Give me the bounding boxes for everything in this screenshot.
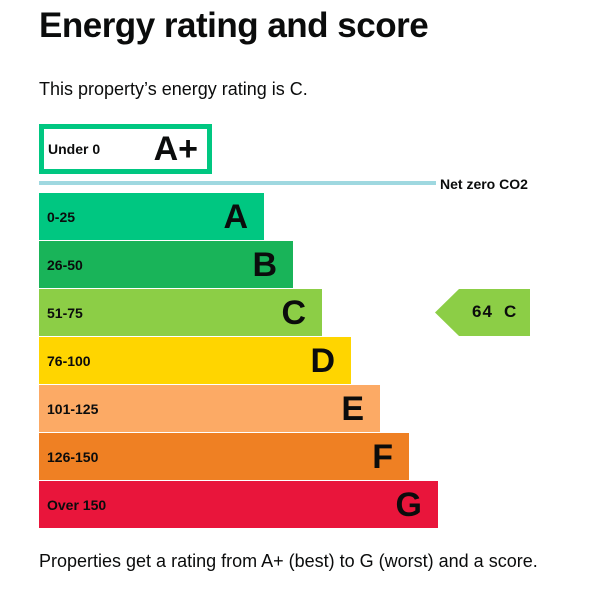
band-b: 26-50 B (39, 241, 293, 288)
rating-summary: This property’s energy rating is C. (39, 79, 308, 99)
band-aplus: Under 0 A+ (39, 124, 212, 174)
band-d: 76-100 D (39, 337, 351, 384)
band-range-b: 26-50 (47, 256, 83, 273)
band-range-e: 101-125 (47, 400, 99, 417)
band-letter-a: A (223, 197, 248, 236)
band-letter-c: C (281, 293, 306, 332)
current-rating-letter: C (504, 302, 517, 321)
band-range-a: 0-25 (47, 208, 76, 225)
page-title: Energy rating and score (39, 6, 429, 45)
current-score: 64 (472, 302, 493, 321)
band-letter-b: B (252, 245, 277, 284)
band-g: Over 150 G (39, 481, 438, 528)
net-zero-label: Net zero CO2 (440, 176, 528, 192)
band-c: 51-75 C (39, 289, 322, 336)
band-letter-g: G (395, 485, 422, 524)
band-range-d: 76-100 (47, 352, 91, 369)
band-range-aplus: Under 0 (48, 141, 101, 157)
band-letter-e: E (341, 389, 364, 428)
band-f: 126-150 F (39, 433, 409, 480)
band-range-c: 51-75 (47, 304, 83, 321)
net-zero-line (39, 181, 436, 185)
band-letter-f: F (372, 437, 393, 476)
band-range-f: 126-150 (47, 448, 99, 465)
band-letter-aplus: A+ (153, 130, 198, 168)
band-a: 0-25 A (39, 193, 264, 240)
band-range-g: Over 150 (47, 496, 107, 513)
band-letter-d: D (310, 341, 335, 380)
band-e: 101-125 E (39, 385, 380, 432)
rating-explanation: Properties get a rating from A+ (best) t… (39, 551, 538, 571)
